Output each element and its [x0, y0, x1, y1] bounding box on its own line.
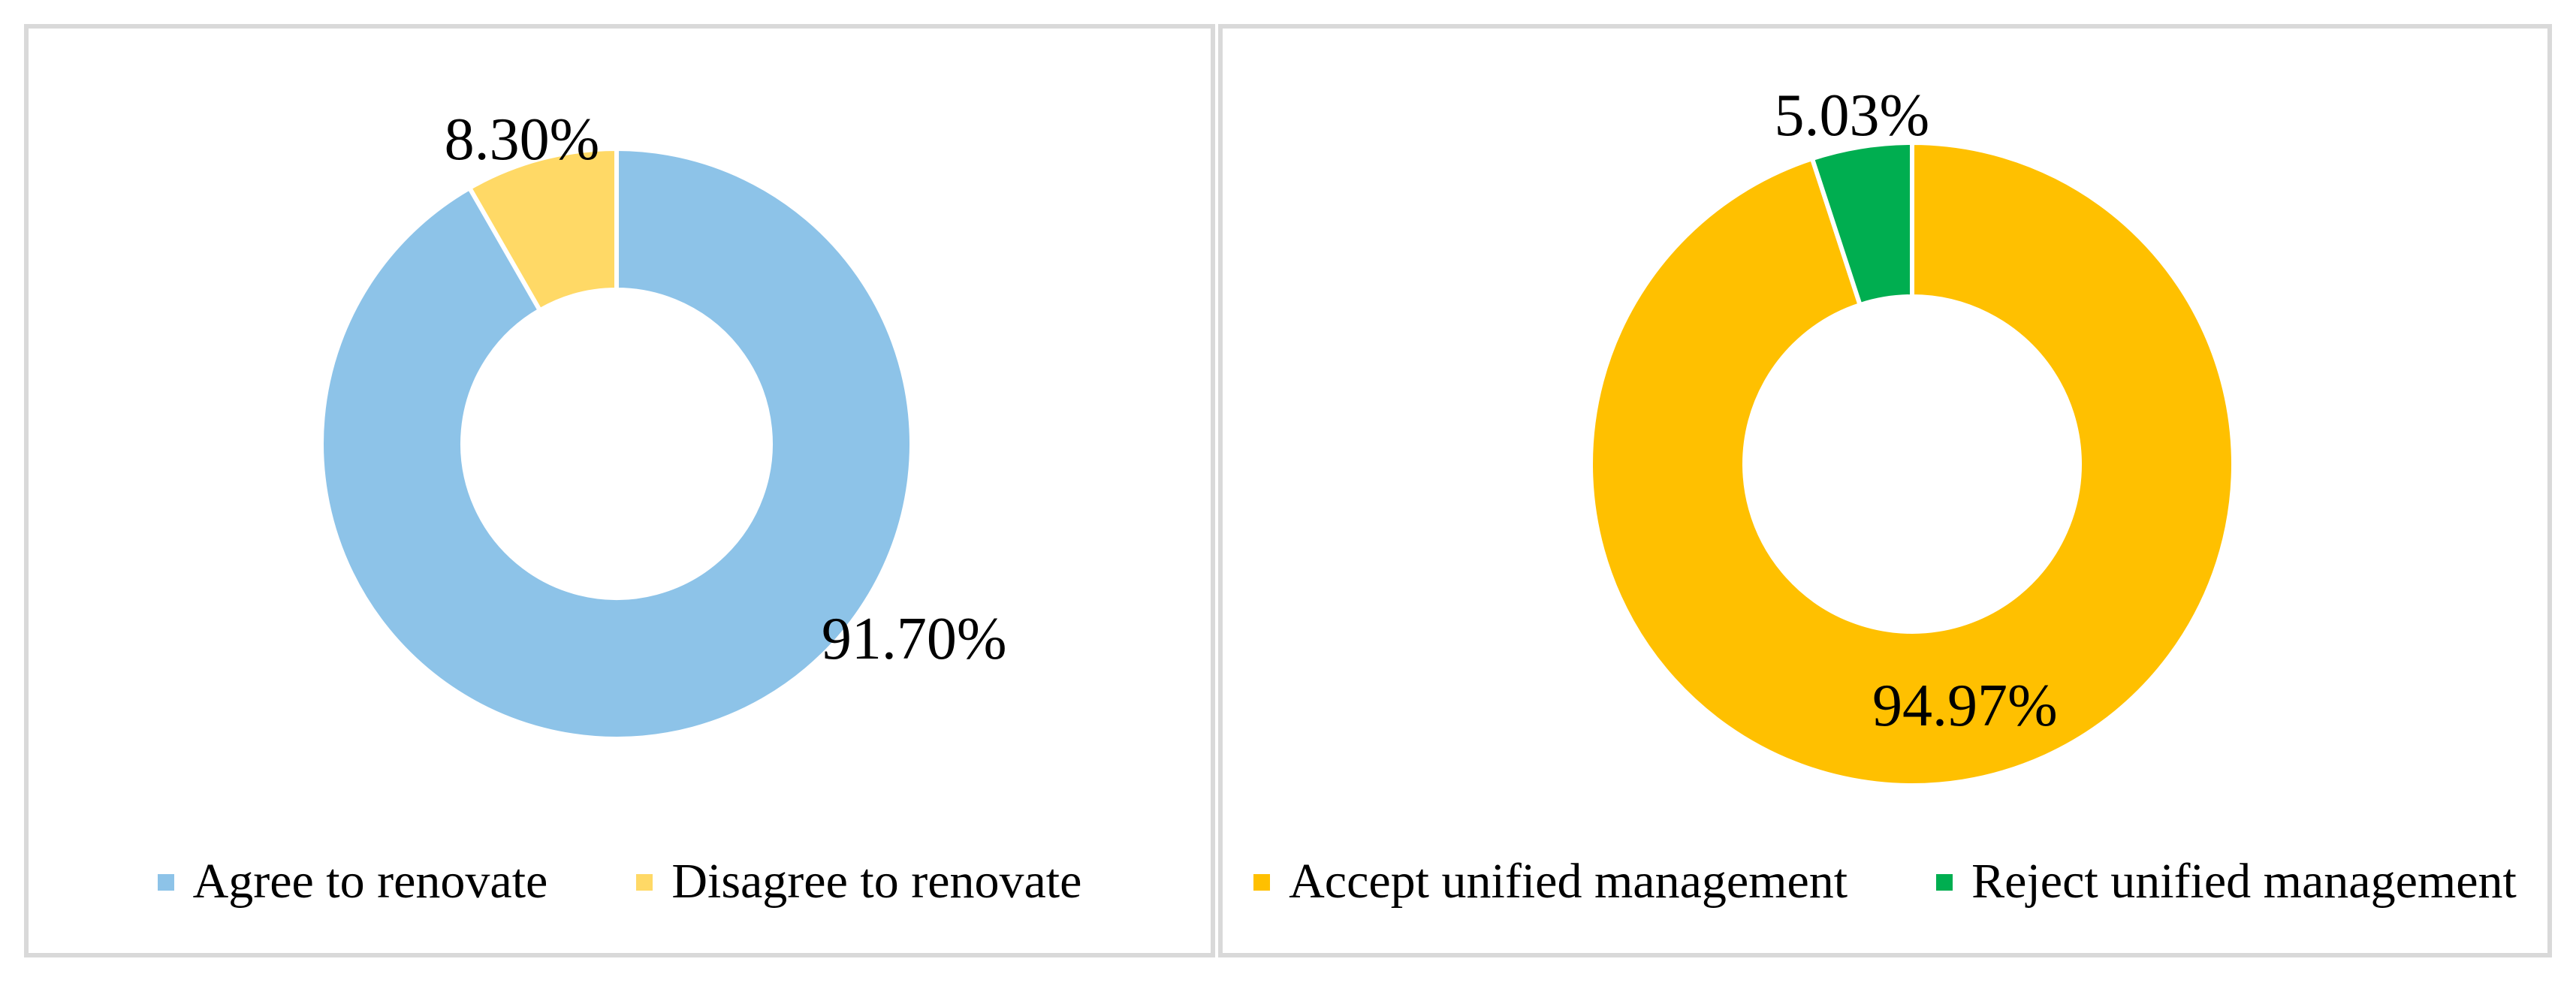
chart-panel-management: 94.97% 5.03% Accept unified management R… [1218, 24, 2552, 957]
legend-management: Accept unified management Reject unified… [1223, 855, 2547, 909]
legend-label-agree: Agree to renovate [192, 854, 548, 909]
legend-label-disagree: Disagree to renovate [671, 854, 1082, 909]
legend-item-reject: Reject unified management [1936, 855, 2517, 909]
data-label-disagree-value: 8.30% [444, 107, 600, 173]
legend-item-disagree: Disagree to renovate [636, 855, 1081, 909]
legend-renovation: Agree to renovate Disagree to renovate [29, 855, 1211, 909]
donut-slice [319, 146, 914, 741]
chart-panel-renovation: 91.70% 8.30% Agree to renovate Disagree … [24, 24, 1215, 957]
legend-item-agree: Agree to renovate [157, 854, 548, 909]
legend-swatch-accept [1253, 873, 1271, 891]
data-label-accept-value: 94.97% [1872, 673, 2058, 740]
legend-label-accept: Accept unified management [1289, 854, 1848, 909]
legend-swatch-disagree [636, 873, 653, 891]
legend-label-reject: Reject unified management [1971, 854, 2517, 909]
legend-swatch-reject [1936, 873, 1953, 891]
donut-slice [1809, 140, 1914, 308]
data-label-reject-value: 5.03% [1774, 82, 1930, 149]
donut-chart-management [1588, 140, 2236, 788]
donut-chart-renovation [319, 146, 914, 741]
donut-slice [466, 146, 619, 314]
legend-swatch-agree [157, 873, 174, 891]
donut-slice [1588, 140, 2236, 788]
legend-item-accept: Accept unified management [1253, 855, 1848, 909]
data-label-agree-value: 91.70% [821, 606, 1007, 673]
